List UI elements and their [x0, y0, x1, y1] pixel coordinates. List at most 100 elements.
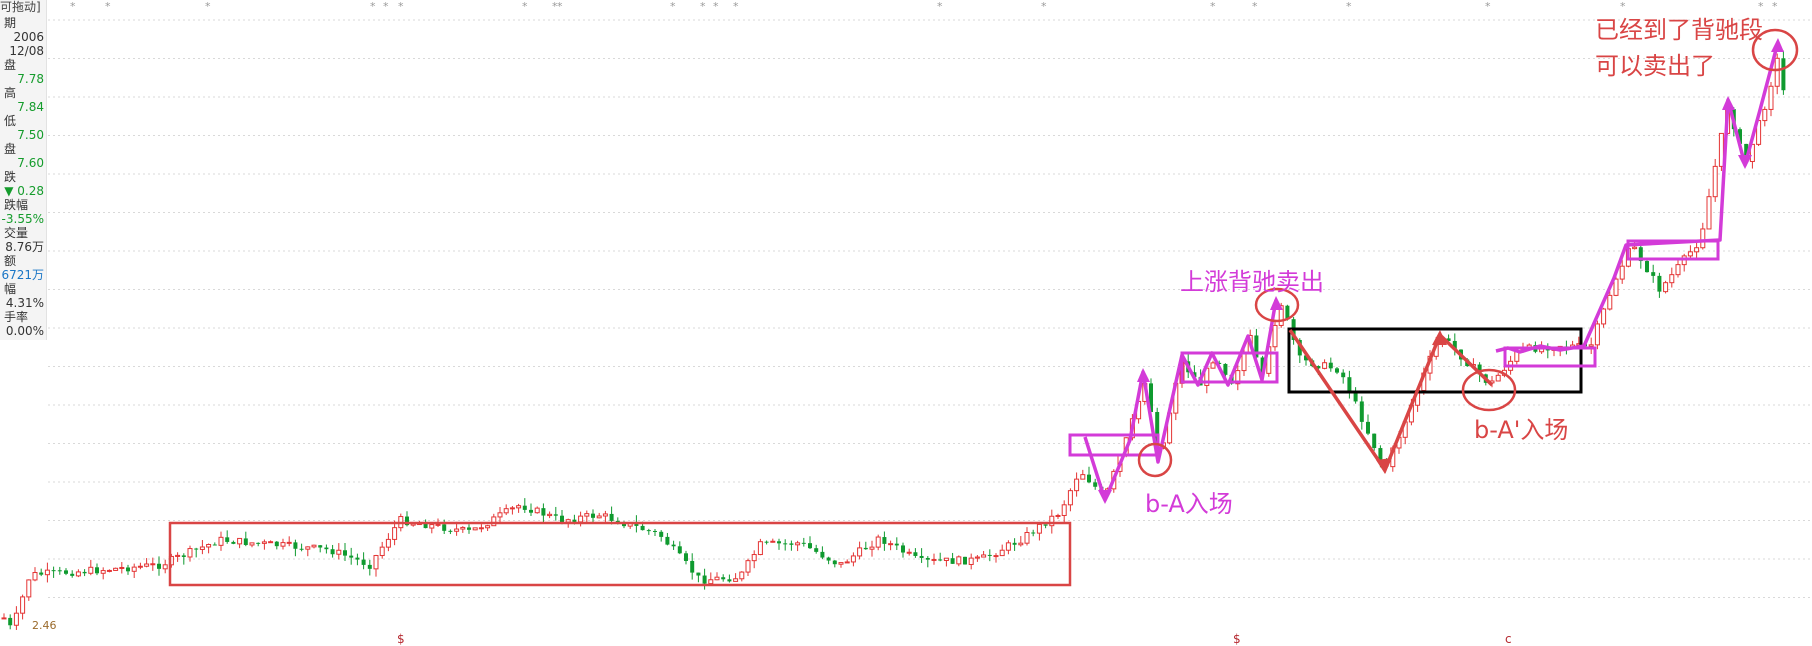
candle-body — [478, 527, 484, 530]
candle-body — [392, 527, 398, 540]
candle-body — [783, 543, 788, 545]
candle-body — [64, 570, 68, 574]
candle-body — [640, 525, 645, 531]
panel-value: 4.31% — [5, 296, 44, 310]
panel-label: 手率 — [4, 310, 29, 324]
event-marker: * — [713, 0, 719, 13]
candle-body — [974, 556, 980, 559]
candle-body — [714, 576, 720, 581]
candle-body — [913, 552, 918, 556]
candle-body — [622, 523, 626, 527]
panel-label: 盘 — [4, 142, 17, 156]
candle-body — [757, 541, 763, 556]
panel-value: -3.55% — [1, 212, 44, 226]
candle-body — [919, 555, 924, 558]
candle-body — [1744, 143, 1749, 162]
candle-body — [993, 555, 999, 558]
candle-body — [1087, 474, 1091, 483]
event-marker: * — [205, 0, 211, 13]
candle-body — [1155, 412, 1160, 449]
candle-body — [808, 543, 812, 549]
candle-body — [850, 555, 856, 563]
candle-body — [503, 508, 509, 514]
black-center-box — [1287, 327, 1583, 394]
candle-body — [32, 572, 38, 581]
candle-body — [1043, 524, 1048, 526]
candle-body — [956, 556, 962, 565]
candle-body — [721, 577, 726, 580]
candle-body — [745, 560, 751, 573]
candle-body — [596, 515, 602, 519]
candle-body — [1067, 490, 1073, 506]
candle-body — [1341, 372, 1346, 378]
candle-body — [8, 617, 13, 626]
candle-body — [875, 536, 881, 548]
candle-body — [181, 555, 186, 557]
candle-body — [1372, 433, 1377, 449]
candle-body — [206, 544, 212, 548]
candle-body — [231, 541, 236, 544]
candle-body — [1347, 377, 1352, 393]
candle-body — [82, 571, 87, 574]
candle-body — [75, 571, 81, 577]
candle-body — [801, 542, 806, 544]
candle-body — [1036, 523, 1042, 534]
candle-body — [194, 548, 199, 550]
candle-body — [1093, 482, 1098, 487]
candle-body — [863, 547, 868, 550]
candle-body — [1663, 282, 1669, 293]
red-trend-arrows — [1288, 329, 1494, 474]
event-marker: * — [733, 0, 739, 13]
candle-body — [355, 557, 360, 560]
candle-body — [541, 508, 546, 516]
candle-body — [1149, 383, 1153, 413]
panel-value: 7.60 — [17, 156, 44, 170]
candle-body — [677, 546, 682, 554]
event-marker: * — [70, 0, 76, 13]
candle-body — [137, 565, 143, 568]
candle-body — [690, 560, 695, 573]
panel-label: 高 — [4, 86, 17, 100]
event-marker: * — [700, 0, 706, 13]
candle-body — [1762, 108, 1768, 122]
panel-label: 盘 — [4, 58, 17, 72]
candle-body — [367, 564, 372, 569]
candle-body — [999, 549, 1005, 557]
panel-label: 幅 — [4, 282, 17, 296]
candle-body — [261, 541, 267, 544]
panel-label: 跌幅 — [4, 198, 29, 212]
candle-body — [943, 557, 949, 561]
event-marker: * — [552, 0, 558, 13]
candle-body — [764, 541, 769, 543]
candle-body — [57, 570, 62, 572]
candle-body — [565, 519, 571, 523]
candle-body — [516, 505, 522, 509]
candle-body — [888, 543, 894, 546]
candle-body — [1316, 366, 1321, 369]
panel-label: 额 — [4, 254, 17, 268]
annotation-reached-line1: 已经到了背驰段 — [1595, 16, 1763, 44]
candle-body — [1657, 275, 1662, 292]
candle-body — [1061, 504, 1067, 516]
candle-body — [777, 541, 781, 544]
svg-text:$: $ — [397, 632, 405, 646]
candle-body — [472, 527, 478, 531]
candle-body — [1055, 514, 1061, 517]
candle-body — [1210, 362, 1216, 369]
candles — [1, 50, 1786, 630]
candle-body — [931, 558, 937, 561]
candle-body — [1700, 228, 1706, 249]
candle-body — [113, 567, 119, 571]
candle-body — [70, 573, 75, 576]
annotation-entry-ba: b-A入场 — [1145, 490, 1233, 518]
candle-body — [324, 547, 329, 550]
candle-body — [1297, 339, 1302, 356]
panel-value: 0.00% — [5, 324, 44, 338]
event-marker: * — [522, 0, 528, 13]
candle-body — [119, 566, 125, 569]
candle-body — [1366, 421, 1370, 434]
candle-body — [826, 557, 831, 561]
event-marker: * — [1758, 0, 1764, 13]
candle-body — [1687, 251, 1693, 257]
